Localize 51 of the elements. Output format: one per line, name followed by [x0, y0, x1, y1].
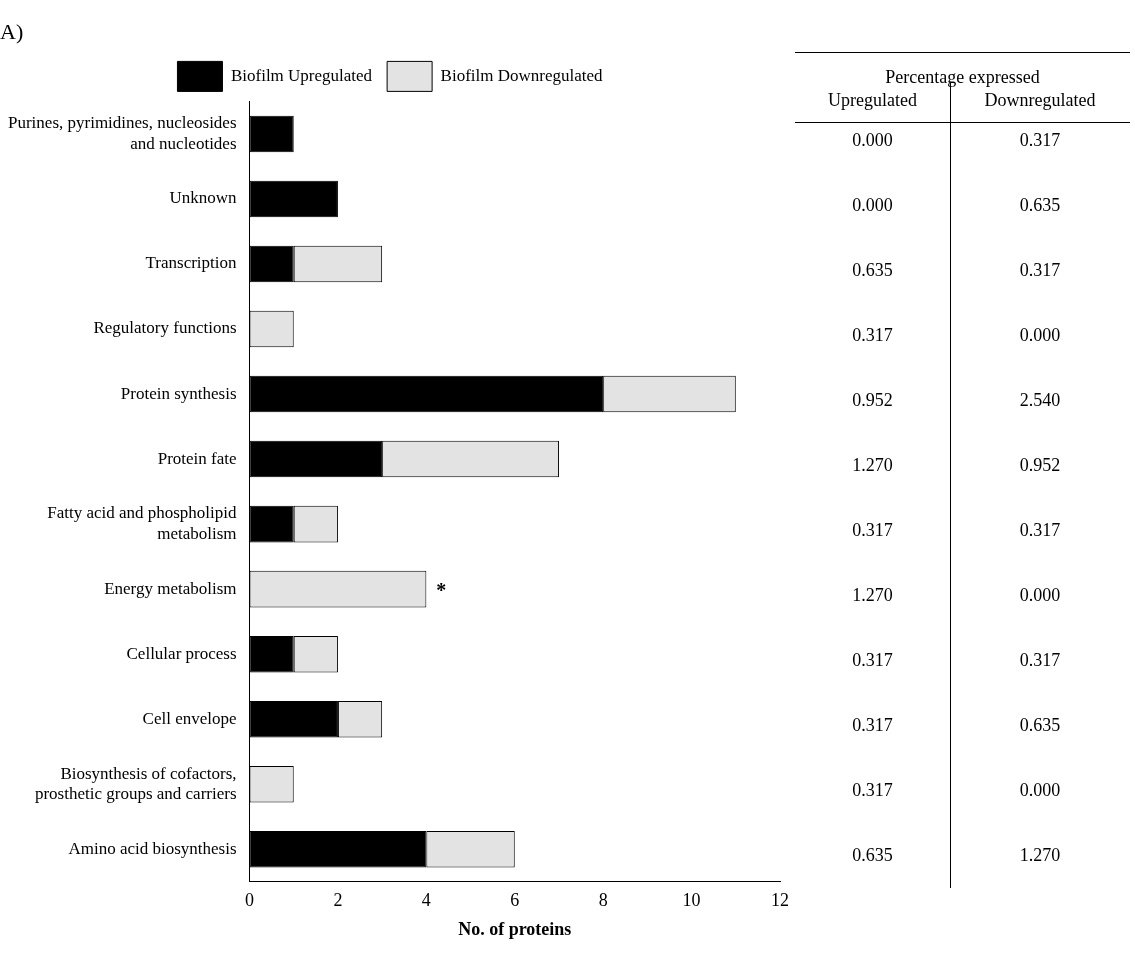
x-axis-title: No. of proteins: [458, 918, 572, 939]
text: 0.635: [1019, 714, 1061, 736]
x-tick-label: 12: [771, 890, 789, 911]
y-tick-label: Cellular process: [126, 643, 237, 663]
y-tick-label: Biosynthesis of cofactors, prosthetic groups and carriers: [34, 763, 237, 803]
text: 0.317: [1019, 129, 1061, 151]
y-tick-label: Energy metabolism: [104, 578, 237, 598]
text: 0.635: [852, 844, 893, 866]
text: 0.000: [1019, 584, 1061, 606]
x-tick-label: 10: [682, 890, 701, 911]
text: 0.317: [1019, 519, 1061, 541]
text: 0.317: [1019, 649, 1061, 671]
text: 0.317: [852, 324, 893, 346]
text: 0.000: [1019, 324, 1061, 346]
y-tick-label: Fatty acid and phospholipid metabolism: [47, 503, 238, 543]
text: 0.317: [1019, 259, 1061, 281]
category-label: Downregulated: [984, 89, 1096, 111]
text: 0.952: [852, 389, 893, 411]
text: 1.270: [852, 454, 893, 476]
x-tick-label: 8: [598, 890, 608, 911]
x-tick-label: 0: [245, 890, 255, 911]
text: 0.317: [852, 519, 893, 541]
y-tick-label: Cell envelope: [142, 708, 237, 728]
text: 0.317: [852, 649, 893, 671]
legend-label: Biofilm Downregulated: [440, 65, 604, 85]
x-tick-label: 2: [333, 890, 343, 911]
text: 0.000: [1019, 779, 1061, 801]
text: 2.540: [1019, 389, 1061, 411]
text: 0.317: [852, 779, 893, 801]
annotation: *: [436, 579, 447, 602]
y-tick-label: Unknown: [169, 188, 238, 208]
text: A): [0, 18, 24, 44]
text: 0.000: [852, 129, 893, 151]
legend-label: Biofilm Upregulated: [230, 65, 373, 85]
text: 0.635: [852, 259, 893, 281]
y-tick-label: Transcription: [145, 253, 238, 273]
x-tick-label: 4: [421, 890, 431, 911]
category-label: Upregulated: [828, 89, 917, 111]
text: 0.317: [852, 714, 893, 736]
text: 0.000: [852, 194, 893, 216]
text: 1.270: [852, 584, 893, 606]
y-tick-label: Regulatory functions: [93, 318, 237, 338]
y-tick-label: Purines, pyrimidines, nucleosides and nucleotides: [8, 113, 237, 153]
y-tick-label: Protein fate: [157, 448, 237, 468]
text: 1.270: [1019, 844, 1061, 866]
text: Percentage expressed: [885, 66, 1040, 88]
x-tick-label: 6: [510, 890, 520, 911]
y-tick-label: Amino acid biosynthesis: [68, 838, 237, 858]
text: 0.952: [1019, 454, 1061, 476]
text: 0.635: [1019, 194, 1061, 216]
y-tick-label: Protein synthesis: [120, 383, 237, 403]
